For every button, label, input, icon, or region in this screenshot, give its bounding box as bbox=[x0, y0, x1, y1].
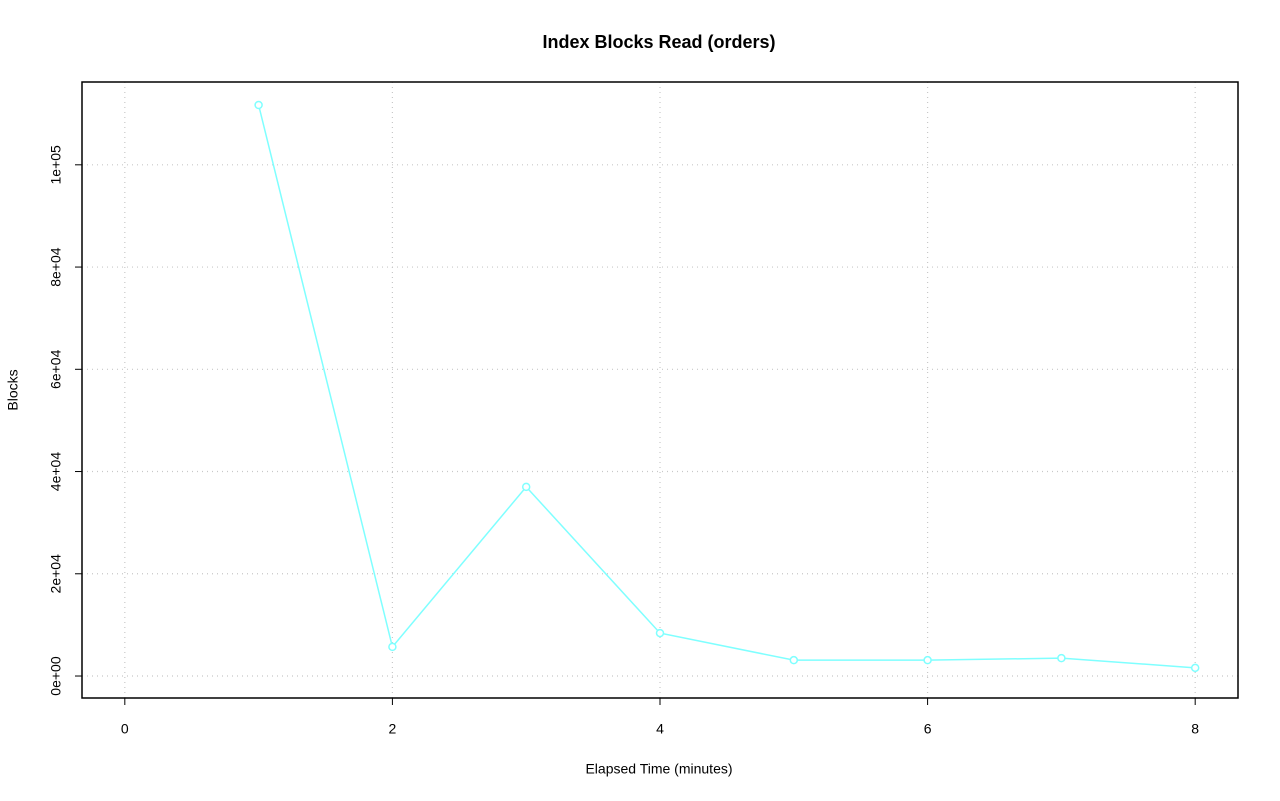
x-tick-label: 6 bbox=[924, 721, 932, 737]
x-tick-label: 2 bbox=[389, 721, 397, 737]
y-tick-label: 0e+00 bbox=[48, 656, 64, 696]
y-tick-label: 4e+04 bbox=[48, 452, 64, 492]
data-point bbox=[388, 642, 397, 652]
series-line bbox=[257, 104, 1196, 669]
chart-title: Index Blocks Read (orders) bbox=[542, 32, 775, 52]
y-axis-label: Blocks bbox=[5, 369, 21, 410]
data-point bbox=[655, 628, 665, 638]
data-point bbox=[923, 655, 932, 665]
plot-frame bbox=[81, 81, 1239, 699]
data-point bbox=[789, 655, 799, 665]
x-tick-label: 0 bbox=[121, 721, 129, 737]
x-tick-label: 4 bbox=[656, 721, 664, 737]
y-tick-label: 2e+04 bbox=[48, 554, 64, 594]
y-tick-label: 8e+04 bbox=[48, 247, 64, 287]
data-point bbox=[521, 482, 531, 492]
data-point bbox=[1190, 663, 1200, 673]
x-axis-label: Elapsed Time (minutes) bbox=[585, 761, 732, 777]
data-point bbox=[254, 100, 263, 110]
x-tick-label: 8 bbox=[1191, 721, 1199, 737]
y-tick-label: 1e+05 bbox=[48, 145, 64, 185]
y-tick-label: 6e+04 bbox=[48, 349, 64, 389]
data-point bbox=[1057, 653, 1066, 663]
